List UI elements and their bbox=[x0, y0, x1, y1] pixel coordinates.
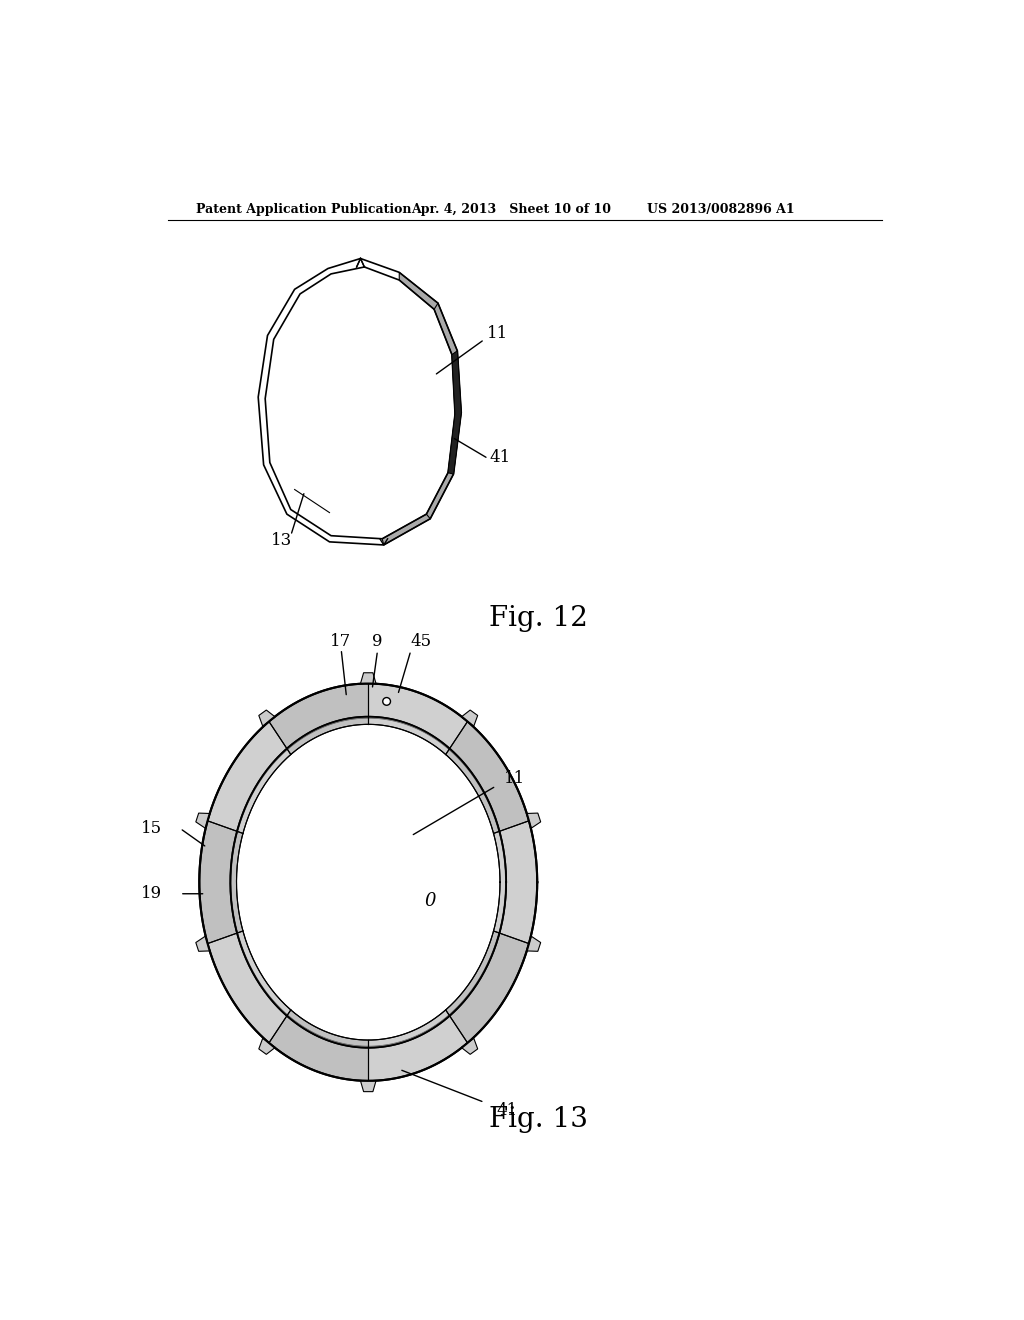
Polygon shape bbox=[360, 673, 376, 684]
Text: 17: 17 bbox=[330, 632, 351, 649]
Polygon shape bbox=[196, 813, 210, 828]
Polygon shape bbox=[461, 1039, 477, 1055]
Text: Apr. 4, 2013   Sheet 10 of 10: Apr. 4, 2013 Sheet 10 of 10 bbox=[411, 203, 611, 215]
Polygon shape bbox=[526, 813, 541, 828]
Polygon shape bbox=[269, 1010, 369, 1081]
Polygon shape bbox=[269, 684, 369, 755]
Text: 19: 19 bbox=[141, 886, 162, 903]
Polygon shape bbox=[369, 1010, 468, 1081]
Polygon shape bbox=[208, 722, 291, 833]
Text: 45: 45 bbox=[411, 632, 432, 649]
Text: Patent Application Publication: Patent Application Publication bbox=[197, 203, 412, 215]
Polygon shape bbox=[449, 351, 461, 474]
Polygon shape bbox=[208, 931, 291, 1043]
Polygon shape bbox=[196, 936, 210, 952]
Text: 11: 11 bbox=[486, 326, 508, 342]
Polygon shape bbox=[445, 722, 529, 833]
Text: US 2013/0082896 A1: US 2013/0082896 A1 bbox=[647, 203, 795, 215]
Polygon shape bbox=[360, 1081, 376, 1092]
Text: 41: 41 bbox=[489, 449, 511, 466]
Text: 41: 41 bbox=[496, 1102, 517, 1118]
Polygon shape bbox=[382, 272, 461, 545]
Polygon shape bbox=[200, 821, 243, 944]
Text: 0: 0 bbox=[425, 892, 436, 911]
Text: 11: 11 bbox=[504, 770, 525, 787]
Circle shape bbox=[383, 697, 390, 705]
Polygon shape bbox=[461, 710, 477, 726]
Polygon shape bbox=[259, 710, 275, 726]
Text: 13: 13 bbox=[271, 532, 293, 549]
Polygon shape bbox=[494, 821, 538, 944]
Polygon shape bbox=[526, 936, 541, 952]
Polygon shape bbox=[259, 1039, 275, 1055]
Polygon shape bbox=[369, 684, 468, 755]
Text: 9: 9 bbox=[373, 632, 383, 649]
Polygon shape bbox=[200, 684, 538, 1081]
Polygon shape bbox=[445, 931, 529, 1043]
Text: Fig. 13: Fig. 13 bbox=[489, 1106, 588, 1133]
Text: 15: 15 bbox=[141, 820, 162, 837]
Text: Fig. 12: Fig. 12 bbox=[489, 606, 588, 632]
